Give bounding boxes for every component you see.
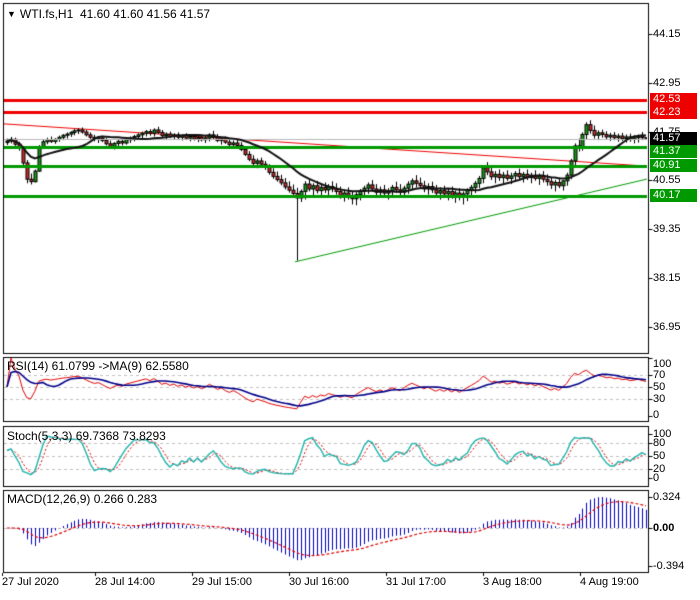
- symbol-dropdown-icon[interactable]: ▼: [7, 9, 16, 19]
- price-tick-label: 36.95: [653, 320, 681, 333]
- symbol-timeframe: WTI.fs,H1: [19, 7, 74, 21]
- macd-tick-label: -0.394: [653, 559, 685, 572]
- rsi-tick-label: 70: [653, 369, 666, 382]
- time-label: 29 Jul 15:00: [192, 576, 252, 588]
- price-tick-label: 39.35: [653, 223, 681, 236]
- rsi-tick-label: 30: [653, 392, 666, 405]
- macd-tick-label: 0.00: [653, 522, 675, 535]
- stoch-tick-label: 100: [653, 427, 672, 440]
- rsi-tick-label: 0: [653, 409, 660, 421]
- stoch-tick-label: 20: [653, 463, 666, 476]
- stoch-tick-label: 80: [653, 436, 666, 449]
- price-badge: 42.23: [650, 106, 697, 119]
- price-badge: 40.91: [650, 159, 697, 172]
- time-label: 27 Jul 2020: [2, 576, 59, 588]
- macd-tick-label: 0.324: [653, 491, 681, 503]
- rsi-indicator-label: RSI(14) 61.0799 ->MA(9) 62.5580: [7, 359, 189, 373]
- chart-title: ▼ WTI.fs,H1 41.60 41.60 41.56 41.57: [7, 7, 210, 21]
- ohlc-values: 41.60 41.60 41.56 41.57: [79, 7, 211, 21]
- price-tick-label: 42.95: [653, 76, 681, 89]
- time-label: 3 Aug 18:00: [483, 576, 542, 588]
- time-label: 28 Jul 14:00: [95, 576, 155, 588]
- price-tick-label: 40.55: [653, 174, 681, 187]
- stoch-tick-label: 50: [653, 450, 666, 462]
- time-label: 31 Jul 17:00: [386, 576, 446, 588]
- price-tick-label: 38.15: [653, 272, 681, 285]
- time-label: 4 Aug 19:00: [580, 576, 639, 588]
- price-badge: 41.37: [650, 145, 697, 158]
- price-badge: 41.57: [650, 132, 697, 145]
- macd-indicator-label: MACD(12,26,9) 0.266 0.283: [7, 492, 158, 506]
- time-label: 30 Jul 16:00: [289, 576, 349, 588]
- price-tick-label: 44.15: [653, 27, 681, 40]
- price-badge: 42.53: [650, 93, 697, 106]
- price-badge: 40.17: [650, 189, 697, 202]
- rsi-tick-label: 50: [653, 380, 666, 393]
- stoch-indicator-label: Stoch(5,3,3) 69.7368 73.8293: [7, 429, 166, 443]
- stoch-tick-label: 0: [653, 472, 660, 485]
- rsi-tick-label: 100: [653, 358, 672, 370]
